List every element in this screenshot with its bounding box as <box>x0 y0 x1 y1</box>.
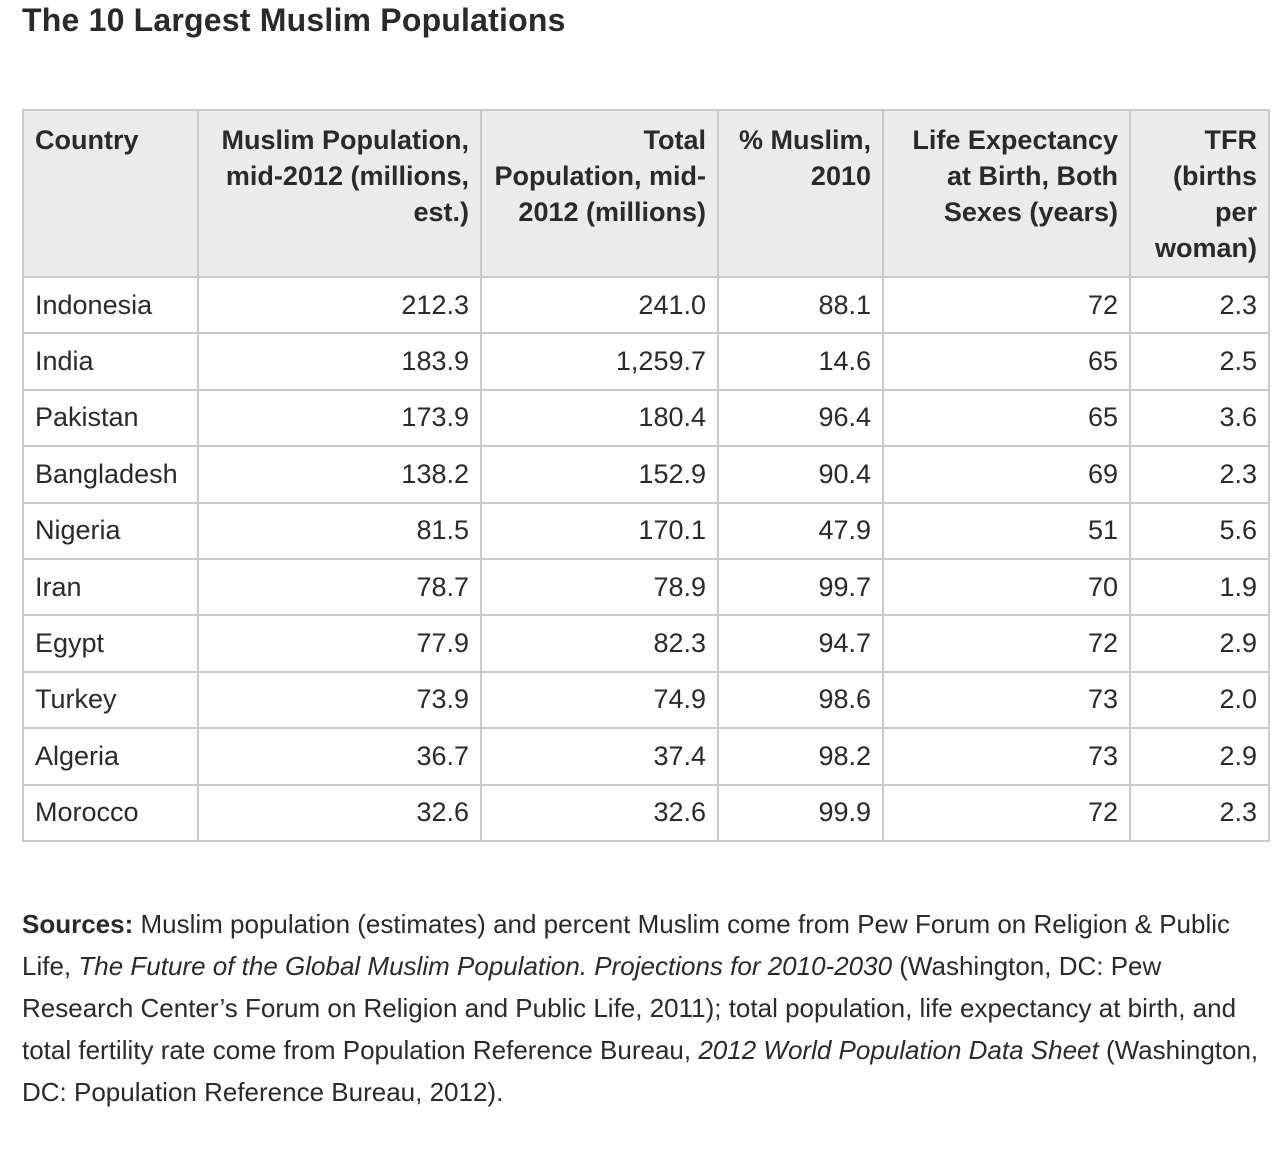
cell-country: India <box>22 332 199 391</box>
cell-muslim-population: 81.5 <box>197 501 482 560</box>
page-title: The 10 Largest Muslim Populations <box>22 2 566 38</box>
table-row: Nigeria 81.5 170.1 47.9 51 5.6 <box>22 501 1270 560</box>
header-life-expectancy: Life Expectancy at Birth, Both Sexes (ye… <box>882 109 1131 278</box>
header-country: Country <box>22 109 199 278</box>
cell-total-population: 74.9 <box>480 670 719 730</box>
table-header-row: Country Muslim Population, mid-2012 (mil… <box>22 109 1270 278</box>
cell-total-population: 32.6 <box>480 783 719 842</box>
sources-note: Sources: Muslim population (estimates) a… <box>22 903 1262 1113</box>
population-table: Country Muslim Population, mid-2012 (mil… <box>22 109 1270 842</box>
cell-percent-muslim: 99.7 <box>717 557 884 617</box>
cell-life-expectancy: 51 <box>882 501 1131 560</box>
cell-life-expectancy: 73 <box>882 670 1131 730</box>
cell-percent-muslim: 98.6 <box>717 670 884 730</box>
cell-life-expectancy: 69 <box>882 445 1131 504</box>
cell-muslim-population: 212.3 <box>197 275 482 335</box>
cell-tfr: 2.3 <box>1129 445 1270 504</box>
cell-tfr: 2.0 <box>1129 670 1270 730</box>
sources-text-1: Muslim population (estimates) and percen… <box>22 909 1231 981</box>
cell-muslim-population: 77.9 <box>197 614 482 673</box>
cell-tfr: 2.9 <box>1129 614 1270 673</box>
cell-country: Pakistan <box>22 388 199 448</box>
cell-country: Indonesia <box>22 275 199 335</box>
header-tfr: TFR (births per woman) <box>1129 109 1270 278</box>
table-row: Egypt 77.9 82.3 94.7 72 2.9 <box>22 614 1270 673</box>
header-total-population: Total Population, mid-2012 (millions) <box>480 109 719 278</box>
cell-total-population: 180.4 <box>480 388 719 448</box>
cell-country: Iran <box>22 557 199 617</box>
table-row: Morocco 32.6 32.6 99.9 72 2.3 <box>22 783 1270 842</box>
table-row: Algeria 36.7 37.4 98.2 73 2.9 <box>22 727 1270 786</box>
cell-life-expectancy: 72 <box>882 783 1131 842</box>
cell-muslim-population: 32.6 <box>197 783 482 842</box>
cell-total-population: 78.9 <box>480 557 719 617</box>
cell-percent-muslim: 47.9 <box>717 501 884 560</box>
cell-tfr: 2.3 <box>1129 275 1270 335</box>
cell-total-population: 1,259.7 <box>480 332 719 391</box>
cell-muslim-population: 173.9 <box>197 388 482 448</box>
cell-life-expectancy: 65 <box>882 388 1131 448</box>
cell-muslim-population: 78.7 <box>197 557 482 617</box>
cell-life-expectancy: 72 <box>882 614 1131 673</box>
sources-title-2: 2012 World Population Data Sheet <box>698 1035 1099 1065</box>
cell-country: Algeria <box>22 727 199 786</box>
table-row: Bangladesh 138.2 152.9 90.4 69 2.3 <box>22 445 1270 504</box>
cell-life-expectancy: 65 <box>882 332 1131 391</box>
cell-percent-muslim: 99.9 <box>717 783 884 842</box>
table-row: Pakistan 173.9 180.4 96.4 65 3.6 <box>22 388 1270 448</box>
table-row: Indonesia 212.3 241.0 88.1 72 2.3 <box>22 275 1270 335</box>
cell-percent-muslim: 94.7 <box>717 614 884 673</box>
cell-percent-muslim: 96.4 <box>717 388 884 448</box>
cell-muslim-population: 73.9 <box>197 670 482 730</box>
cell-life-expectancy: 70 <box>882 557 1131 617</box>
cell-muslim-population: 36.7 <box>197 727 482 786</box>
cell-tfr: 2.5 <box>1129 332 1270 391</box>
table-row: India 183.9 1,259.7 14.6 65 2.5 <box>22 332 1270 391</box>
cell-country: Bangladesh <box>22 445 199 504</box>
cell-total-population: 152.9 <box>480 445 719 504</box>
cell-tfr: 5.6 <box>1129 501 1270 560</box>
cell-life-expectancy: 73 <box>882 727 1131 786</box>
cell-tfr: 1.9 <box>1129 557 1270 617</box>
header-muslim-population: Muslim Population, mid-2012 (millions, e… <box>197 109 482 278</box>
cell-total-population: 170.1 <box>480 501 719 560</box>
cell-total-population: 82.3 <box>480 614 719 673</box>
cell-percent-muslim: 98.2 <box>717 727 884 786</box>
cell-total-population: 37.4 <box>480 727 719 786</box>
cell-life-expectancy: 72 <box>882 275 1131 335</box>
header-percent-muslim: % Muslim, 2010 <box>717 109 884 278</box>
cell-tfr: 2.9 <box>1129 727 1270 786</box>
sources-text-3: (Washington, DC: Population Reference Bu… <box>22 1035 1259 1107</box>
cell-tfr: 3.6 <box>1129 388 1270 448</box>
cell-total-population: 241.0 <box>480 275 719 335</box>
table-row: Turkey 73.9 74.9 98.6 73 2.0 <box>22 670 1270 730</box>
sources-label: Sources: <box>22 909 134 939</box>
cell-country: Nigeria <box>22 501 199 560</box>
cell-muslim-population: 183.9 <box>197 332 482 391</box>
cell-muslim-population: 138.2 <box>197 445 482 504</box>
sources-title-1: The Future of the Global Muslim Populati… <box>78 951 893 981</box>
cell-percent-muslim: 90.4 <box>717 445 884 504</box>
cell-country: Morocco <box>22 783 199 842</box>
cell-percent-muslim: 14.6 <box>717 332 884 391</box>
table-row: Iran 78.7 78.9 99.7 70 1.9 <box>22 557 1270 617</box>
cell-tfr: 2.3 <box>1129 783 1270 842</box>
cell-country: Egypt <box>22 614 199 673</box>
cell-country: Turkey <box>22 670 199 730</box>
sources-text-2: (Washington, DC: Pew Research Center’s F… <box>22 951 1237 1065</box>
cell-percent-muslim: 88.1 <box>717 275 884 335</box>
